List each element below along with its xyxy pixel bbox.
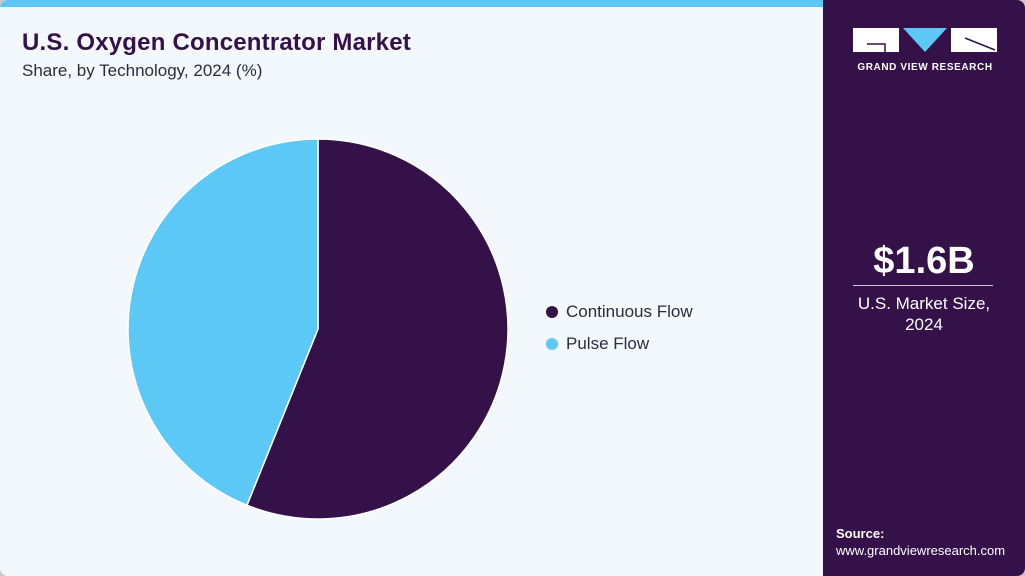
chart-subtitle: Share, by Technology, 2024 (%) [22, 61, 263, 80]
legend-label: Continuous Flow [566, 302, 693, 321]
legend-dot-icon [546, 306, 558, 318]
sidebar: GRAND VIEW RESEARCH $1.6B U.S. Market Si… [823, 0, 1025, 576]
pie-slice-pulse-flow [127, 138, 319, 507]
kpi-label-line1: U.S. Market Size, [857, 294, 991, 313]
source-link[interactable]: www.grandviewresearch.com [836, 543, 1006, 558]
market-size-value: $1.6B [873, 240, 975, 282]
source-heading: Source: [836, 526, 885, 541]
legend-label: Pulse Flow [566, 334, 650, 353]
brand-logo: GRAND VIEW RESEARCH [853, 28, 997, 73]
market-size-label: U.S. Market Size, 2024 [823, 293, 1025, 335]
chart-title: U.S. Oxygen Concentrator Market [22, 29, 411, 56]
legend-dot-icon [546, 338, 558, 350]
pie-slice-continuous-flow [245, 138, 509, 520]
kpi-divider [853, 285, 993, 286]
gvr-logo-icon [853, 28, 997, 52]
pie-chart [127, 138, 509, 520]
logo-text: GRAND VIEW RESEARCH [857, 62, 993, 73]
legend-item-pulse-flow: Pulse Flow [546, 328, 693, 360]
kpi-label-line2: 2024 [905, 315, 943, 334]
legend-item-continuous-flow: Continuous Flow [546, 296, 693, 328]
accent-top-bar [0, 0, 823, 7]
chart-legend: Continuous Flow Pulse Flow [546, 296, 693, 360]
